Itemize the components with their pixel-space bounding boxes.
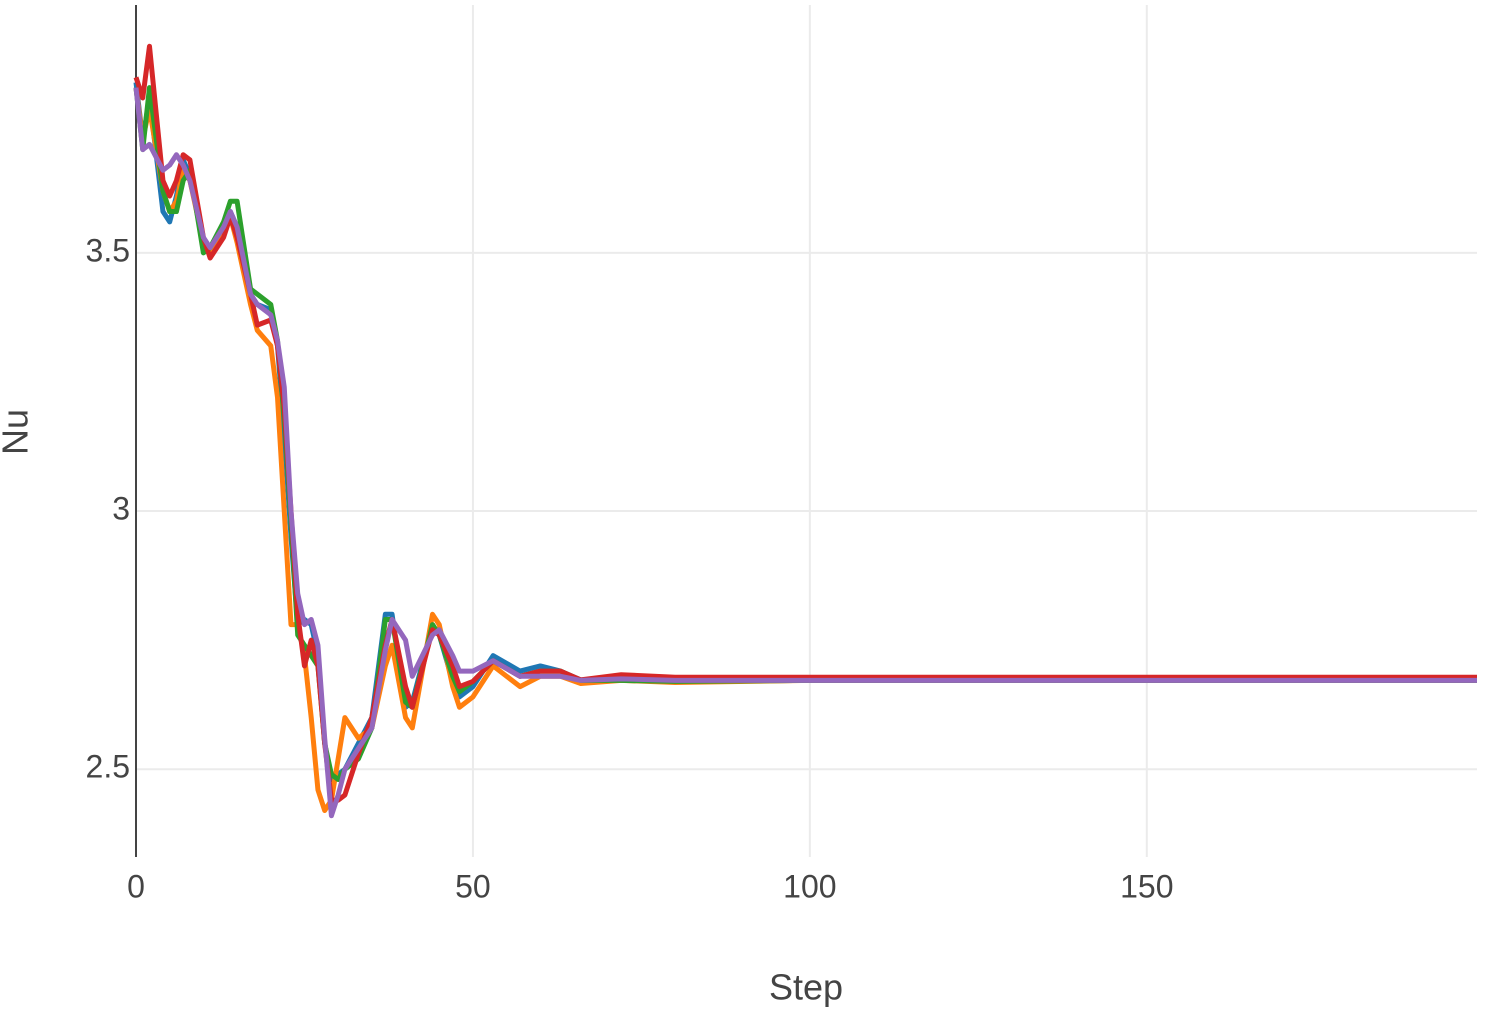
x-tick-label: 50 <box>455 868 491 904</box>
series-line <box>133 87 1477 814</box>
y-tick-label: 2.5 <box>86 749 130 785</box>
series-line <box>133 43 1477 803</box>
y-tick-label: 3.5 <box>86 232 130 268</box>
x-axis-title: Step <box>769 967 843 1008</box>
x-tick-label: 0 <box>127 868 145 904</box>
y-axis-title: Nu <box>0 409 36 455</box>
series-line <box>133 87 1477 819</box>
x-tick-label: 150 <box>1120 868 1173 904</box>
y-tick-label: 3 <box>112 490 130 526</box>
x-tick-label: 100 <box>783 868 836 904</box>
